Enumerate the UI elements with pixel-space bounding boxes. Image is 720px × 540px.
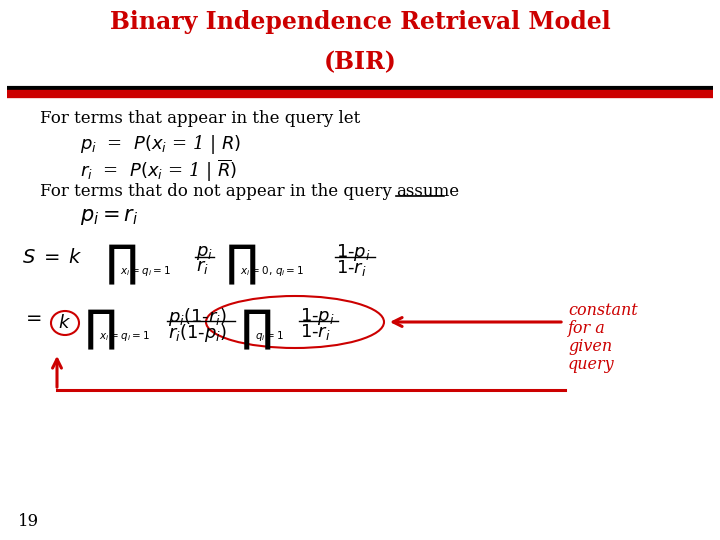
Text: $\prod$: $\prod$ <box>240 308 271 352</box>
Text: $q_i = 1$: $q_i = 1$ <box>255 329 284 343</box>
Text: $x_i = q_i = 1$: $x_i = q_i = 1$ <box>120 264 171 278</box>
Text: $1 \text{-} r_i$: $1 \text{-} r_i$ <box>300 322 330 342</box>
Text: 19: 19 <box>18 513 39 530</box>
Text: $p_i(1 \text{-} r_i)$: $p_i(1 \text{-} r_i)$ <box>168 306 228 328</box>
Text: constant: constant <box>568 302 638 319</box>
Text: $=$: $=$ <box>22 308 42 326</box>
Text: Binary Independence Retrieval Model: Binary Independence Retrieval Model <box>109 10 611 34</box>
Text: $r_i$  =  $P(x_i$ = 1 | $\overline{R})$: $r_i$ = $P(x_i$ = 1 | $\overline{R})$ <box>80 158 238 185</box>
Text: $p_i = r_i$: $p_i = r_i$ <box>80 207 138 227</box>
Text: $x_i = 0, \, q_i = 1$: $x_i = 0, \, q_i = 1$ <box>240 264 305 278</box>
Text: $1 \text{-} p_i$: $1 \text{-} p_i$ <box>336 242 371 263</box>
Text: $r_i$: $r_i$ <box>196 258 209 276</box>
Text: $S \; = \; k$: $S \; = \; k$ <box>22 248 83 267</box>
Text: For terms that do not appear in the query: For terms that do not appear in the quer… <box>40 183 397 200</box>
Text: For terms that appear in the query let: For terms that appear in the query let <box>40 110 360 127</box>
Text: $p_i$  =  $P(x_i$ = 1 | $R)$: $p_i$ = $P(x_i$ = 1 | $R)$ <box>80 133 241 156</box>
Text: $r_i(1 \text{-} p_i)$: $r_i(1 \text{-} p_i)$ <box>168 322 228 344</box>
Text: $x_i = q_i = 1$: $x_i = q_i = 1$ <box>99 329 150 343</box>
Text: assume: assume <box>396 183 459 200</box>
Text: for a: for a <box>568 320 606 337</box>
Text: query: query <box>568 356 615 373</box>
Text: (BIR): (BIR) <box>323 50 397 74</box>
Text: $1 \text{-} r_i$: $1 \text{-} r_i$ <box>336 258 366 278</box>
Text: $\prod$: $\prod$ <box>84 308 115 352</box>
Text: $p_i$: $p_i$ <box>196 244 213 262</box>
Text: given: given <box>568 338 612 355</box>
Text: $1 \text{-} p_i$: $1 \text{-} p_i$ <box>300 306 335 327</box>
Text: $\prod$: $\prod$ <box>105 243 136 287</box>
Text: $k$: $k$ <box>58 314 71 332</box>
Text: $\prod$: $\prod$ <box>225 243 256 287</box>
